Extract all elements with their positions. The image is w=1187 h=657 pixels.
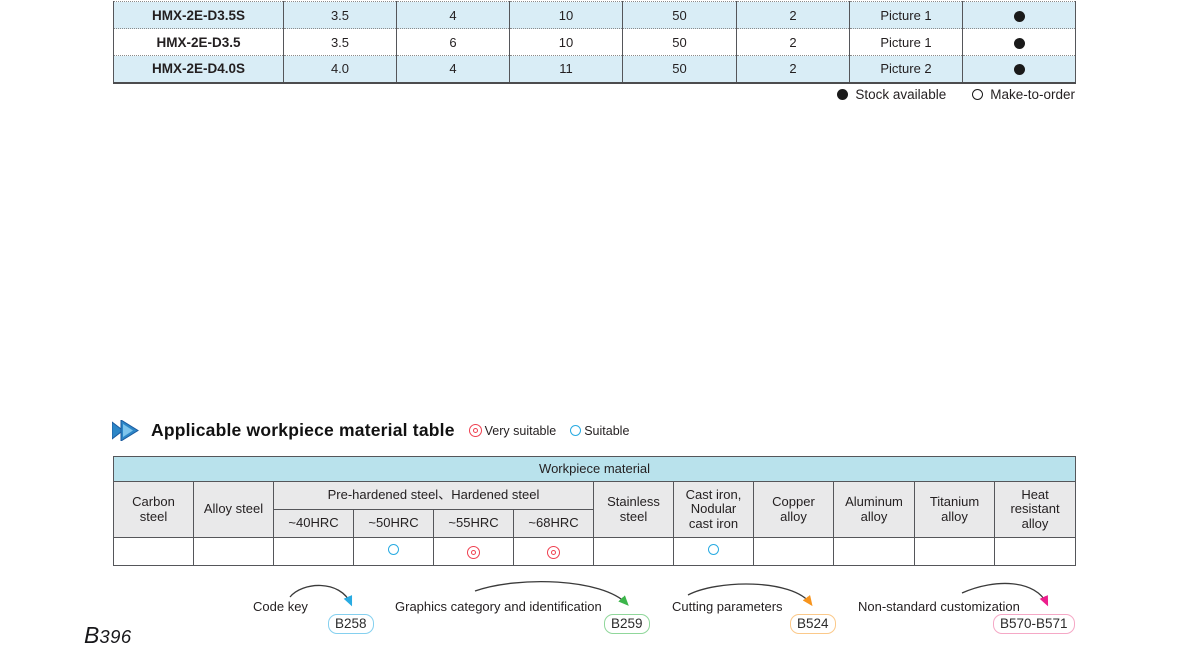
stock-cell <box>962 28 1076 56</box>
col-header-alloy-steel: Alloy steel <box>193 481 274 538</box>
spec-cell: 2 <box>736 1 850 29</box>
rating-cell <box>593 537 674 566</box>
picture-cell: Picture 1 <box>849 1 963 29</box>
ref-page-box-b524: B524 <box>790 614 836 634</box>
spec-cell: 6 <box>396 28 510 56</box>
model-cell: HMX-2E-D3.5S <box>113 1 284 29</box>
col-header-cast-iron: Cast iron, Nodular cast iron <box>673 481 754 538</box>
spec-cell: 50 <box>622 28 737 56</box>
non-standard-arrow <box>961 582 1049 607</box>
material-table-title: Workpiece material <box>112 456 1077 482</box>
ref-page-box-b258: B258 <box>328 614 374 634</box>
spec-cell: 11 <box>509 55 623 84</box>
stock-legend-label: Stock available <box>855 87 947 102</box>
section-heading: Applicable workpiece material table Very… <box>112 420 629 441</box>
spec-cell: 50 <box>622 1 737 29</box>
col-header-40hrc: ~40HRC <box>273 509 354 538</box>
suitable-icon <box>388 544 399 556</box>
cutting-parameters-arrow <box>687 583 813 607</box>
ref-label-code-key: Code key <box>253 599 308 614</box>
table-row: HMX-2E-D3.5S 3.5 4 10 50 2 Picture 1 <box>113 1 1076 29</box>
spec-cell: 3.5 <box>283 1 397 29</box>
page-number-prefix: B <box>84 622 100 648</box>
ref-page-box-b259: B259 <box>604 614 650 634</box>
suitability-row <box>113 537 1077 566</box>
reference-arrows <box>289 580 1049 607</box>
spec-cell: 4 <box>396 55 510 84</box>
rating-cell <box>193 537 274 566</box>
ref-page-box-b570: B570-B571 <box>993 614 1075 634</box>
double-chevron-icon <box>112 420 139 441</box>
suitable-icon <box>570 425 582 436</box>
spec-cell: 2 <box>736 28 850 56</box>
rating-cell <box>353 537 434 566</box>
col-header-50hrc: ~50HRC <box>353 509 434 538</box>
col-header-55hrc: ~55HRC <box>433 509 514 538</box>
col-header-copper-alloy: Copper alloy <box>753 481 834 538</box>
ref-label-graphics-category: Graphics category and identification <box>395 599 602 614</box>
very-suitable-icon <box>467 546 480 559</box>
rating-cell <box>673 537 754 566</box>
spec-cell: 10 <box>509 28 623 56</box>
table-row: HMX-2E-D4.0S 4.0 4 11 50 2 Picture 2 <box>113 55 1076 84</box>
spec-table: HMX-2E-D3.5S 3.5 4 10 50 2 Picture 1 HMX… <box>113 1 1076 84</box>
code-key-arrow <box>289 584 353 607</box>
model-cell: HMX-2E-D4.0S <box>113 55 284 84</box>
col-header-68hrc: ~68HRC <box>513 509 594 538</box>
stock-cell <box>962 55 1076 84</box>
make-to-order-icon <box>972 89 984 100</box>
rating-cell <box>273 537 354 566</box>
section-title: Applicable workpiece material table <box>151 420 455 440</box>
rating-cell <box>513 537 594 566</box>
suitability-legend: Very suitable Suitable <box>468 423 630 438</box>
stock-available-icon <box>837 89 849 100</box>
rating-cell <box>833 537 915 566</box>
spec-cell: 3.5 <box>283 28 397 56</box>
stock-cell <box>962 1 1076 29</box>
col-header-stainless-steel: Stainless steel <box>593 481 674 538</box>
table-row: HMX-2E-D3.5 3.5 6 10 50 2 Picture 1 <box>113 28 1076 56</box>
stock-available-icon <box>1013 10 1025 22</box>
spec-cell: 10 <box>509 1 623 29</box>
stock-available-icon <box>1013 64 1025 76</box>
suitable-icon <box>708 544 719 556</box>
rating-cell <box>753 537 834 566</box>
picture-cell: Picture 1 <box>849 28 963 56</box>
col-header-aluminum-alloy: Aluminum alloy <box>833 481 915 538</box>
rating-cell <box>914 537 995 566</box>
rating-cell <box>113 537 194 566</box>
col-header-titanium-alloy: Titanium alloy <box>914 481 995 538</box>
workpiece-material-table: Workpiece material Carbon steel Alloy st… <box>112 456 1077 566</box>
col-header-carbon-steel: Carbon steel <box>113 481 194 538</box>
very-suitable-icon <box>468 424 482 437</box>
page-number-value: 396 <box>99 626 132 647</box>
spec-cell: 2 <box>736 55 850 84</box>
suitable-label: Suitable <box>584 423 630 438</box>
spec-cell: 4 <box>396 1 510 29</box>
col-header-heat-resistant-alloy: Heat resistant alloy <box>993 481 1077 538</box>
very-suitable-label: Very suitable <box>484 423 557 438</box>
stock-legend: Stock available Make-to-order <box>837 87 1075 102</box>
model-cell: HMX-2E-D3.5 <box>113 28 284 56</box>
very-suitable-icon <box>547 546 560 559</box>
spec-cell: 50 <box>622 55 737 84</box>
ref-label-cutting-parameters: Cutting parameters <box>672 599 783 614</box>
picture-cell: Picture 2 <box>849 55 963 84</box>
make-to-order-label: Make-to-order <box>990 87 1075 102</box>
rating-cell <box>993 537 1077 566</box>
page-number: B396 <box>84 622 132 649</box>
rating-cell <box>433 537 514 566</box>
col-header-prehardened-steel: Pre-hardened steel、Hardened steel <box>273 481 594 510</box>
spec-cell: 4.0 <box>283 55 397 84</box>
stock-available-icon <box>1013 37 1025 49</box>
ref-label-non-standard: Non-standard customization <box>858 599 1020 614</box>
graphics-category-arrow <box>474 580 629 606</box>
